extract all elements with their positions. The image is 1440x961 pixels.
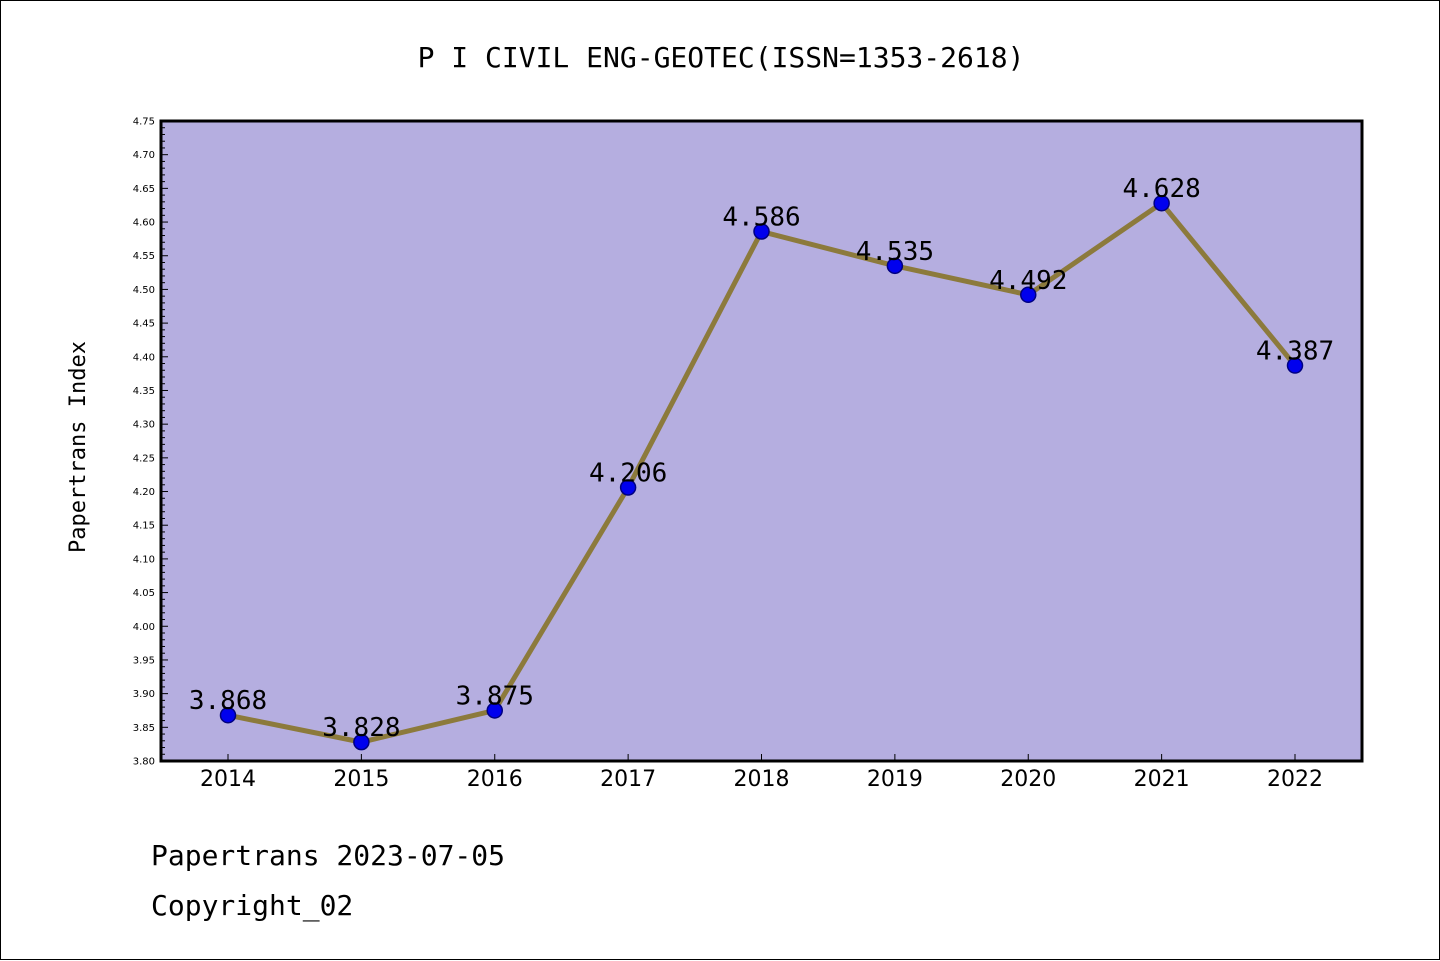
y-axis-label: Papertrans Index	[66, 341, 91, 553]
y-tick-label: 4.45	[133, 319, 155, 330]
data-label: 4.492	[989, 266, 1067, 296]
data-point	[1153, 194, 1170, 212]
x-tick-label: 2015	[333, 767, 389, 792]
x-tick-label: 2022	[1267, 767, 1323, 792]
data-label: 4.628	[1122, 174, 1200, 204]
data-point	[219, 706, 237, 724]
y-tick-label: 3.85	[133, 723, 155, 734]
y-tick-label: 4.10	[133, 554, 155, 565]
footer-copyright: Copyright_02	[151, 889, 353, 923]
y-tick-label: 4.40	[133, 352, 155, 363]
data-point	[1020, 286, 1037, 304]
data-markers	[219, 194, 1304, 751]
y-tick-label: 3.80	[133, 757, 155, 768]
data-point	[619, 479, 637, 496]
y-tick-label: 4.20	[133, 487, 155, 498]
y-tick-label: 4.70	[133, 150, 155, 161]
data-point	[886, 257, 904, 275]
data-point	[1286, 357, 1304, 374]
y-tick-label: 4.75	[133, 117, 155, 128]
data-label: 3.868	[189, 686, 267, 716]
plot-border	[159, 119, 1364, 763]
data-label: 4.586	[722, 202, 800, 232]
y-tick-label: 4.25	[133, 453, 155, 464]
x-tick-label: 2021	[1134, 767, 1190, 792]
x-tick-label: 2020	[1000, 767, 1056, 792]
data-label: 3.828	[322, 713, 400, 743]
x-tick-label: 2019	[867, 767, 923, 792]
y-tick-label: 4.35	[133, 386, 155, 397]
y-tick-label: 4.00	[133, 622, 155, 633]
chart-title: P I CIVIL ENG-GEOTEC(ISSN=1353-2618)	[418, 41, 1025, 74]
data-point	[353, 733, 370, 751]
data-label: 3.875	[456, 681, 534, 711]
data-label: 4.387	[1256, 337, 1334, 367]
data-point	[486, 702, 503, 719]
data-point	[753, 223, 770, 240]
y-tick-label: 4.15	[133, 521, 155, 532]
y-tick-label: 3.90	[133, 689, 155, 700]
x-tick-label: 2016	[467, 767, 523, 792]
footer-date: Papertrans 2023-07-05	[151, 839, 505, 872]
data-label: 4.535	[856, 237, 934, 267]
data-labels: 3.868 3.828 3.875 4.206 4.586 4.535 4.492 4.628…	[189, 174, 1334, 743]
x-tick-label: 2017	[600, 767, 656, 792]
y-tick-label: 4.30	[133, 420, 155, 431]
data-label: 4.206	[589, 458, 667, 488]
y-axis-ticks: 3.80 3.85 3.90 3.95 4.00 4.05 4.10 4.15 4.20 4.25…	[133, 117, 168, 768]
y-tick-label: 4.50	[133, 285, 155, 296]
y-tick-label: 4.05	[133, 588, 155, 599]
y-tick-label: 4.65	[133, 184, 155, 195]
x-tick-label: 2018	[734, 767, 790, 792]
y-tick-label: 4.60	[133, 218, 155, 229]
y-tick-label: 3.95	[133, 655, 155, 666]
x-tick-label: 2014	[200, 767, 256, 792]
y-tick-label: 4.55	[133, 251, 155, 262]
